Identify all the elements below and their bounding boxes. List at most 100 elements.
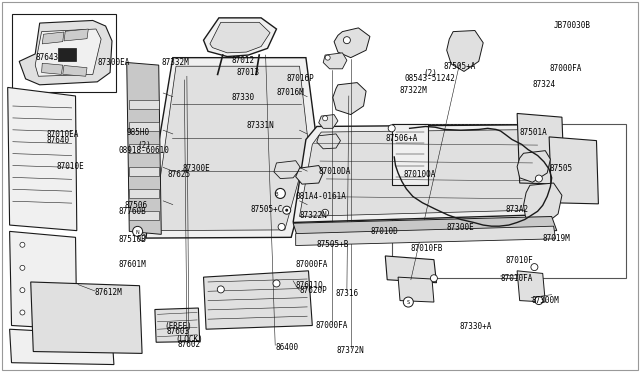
Text: 87300M: 87300M — [531, 296, 559, 305]
Text: 87010F: 87010F — [506, 256, 533, 265]
Polygon shape — [8, 87, 77, 231]
Text: 87506: 87506 — [125, 201, 148, 210]
Polygon shape — [155, 308, 200, 342]
Polygon shape — [10, 329, 114, 365]
Text: (2): (2) — [137, 141, 151, 150]
Text: 87010E: 87010E — [56, 162, 84, 171]
Polygon shape — [129, 122, 159, 131]
Text: 87010FB: 87010FB — [410, 244, 443, 253]
Polygon shape — [317, 134, 340, 149]
Text: 87324: 87324 — [532, 80, 556, 89]
Circle shape — [431, 275, 437, 282]
Polygon shape — [63, 65, 87, 76]
Polygon shape — [129, 100, 159, 109]
Text: 87505+B: 87505+B — [316, 240, 349, 249]
Circle shape — [283, 206, 291, 214]
Text: (FREE): (FREE) — [164, 322, 192, 331]
Text: 87505+A: 87505+A — [444, 62, 476, 71]
Text: 87510B: 87510B — [118, 235, 146, 244]
Circle shape — [344, 37, 350, 44]
Circle shape — [278, 192, 282, 195]
Text: 87322M: 87322M — [400, 86, 428, 94]
Text: 87316: 87316 — [335, 289, 358, 298]
Text: 87330: 87330 — [232, 93, 255, 102]
Circle shape — [536, 175, 542, 182]
Text: 87372N: 87372N — [337, 346, 365, 355]
Polygon shape — [296, 226, 556, 246]
Polygon shape — [334, 28, 370, 58]
Polygon shape — [129, 211, 159, 220]
Text: 87331N: 87331N — [246, 121, 274, 130]
Polygon shape — [58, 48, 76, 61]
Text: 87330+A: 87330+A — [460, 322, 492, 331]
Circle shape — [403, 297, 413, 307]
Polygon shape — [293, 125, 560, 222]
Text: 87300E: 87300E — [182, 164, 210, 173]
Polygon shape — [204, 271, 312, 329]
Text: 87019M: 87019M — [543, 234, 570, 243]
Circle shape — [325, 55, 330, 60]
Polygon shape — [146, 58, 317, 238]
Circle shape — [388, 125, 395, 132]
Text: 87000FA: 87000FA — [295, 260, 328, 269]
Text: 87505: 87505 — [549, 164, 572, 173]
Polygon shape — [524, 183, 562, 226]
Text: (2): (2) — [423, 69, 437, 78]
Polygon shape — [549, 137, 598, 204]
Text: 985H0: 985H0 — [126, 128, 149, 137]
Text: S: S — [407, 300, 410, 305]
Text: 87640: 87640 — [46, 136, 69, 145]
Text: 87601M: 87601M — [118, 260, 146, 269]
Polygon shape — [129, 167, 159, 176]
Circle shape — [20, 288, 25, 293]
Polygon shape — [296, 166, 323, 184]
Text: 08918-60610: 08918-60610 — [118, 146, 170, 155]
Text: 87300E: 87300E — [447, 223, 474, 232]
Circle shape — [20, 310, 25, 315]
Polygon shape — [447, 31, 483, 71]
Text: 86400: 86400 — [275, 343, 298, 352]
Polygon shape — [127, 62, 161, 234]
Text: 87012: 87012 — [232, 56, 255, 65]
Text: 87612M: 87612M — [95, 288, 122, 296]
Text: B: B — [275, 192, 278, 197]
Text: 08543-51242: 08543-51242 — [404, 74, 456, 83]
Circle shape — [20, 265, 25, 270]
Polygon shape — [64, 29, 88, 41]
Polygon shape — [293, 217, 557, 237]
Circle shape — [275, 189, 285, 198]
Polygon shape — [19, 20, 112, 85]
Polygon shape — [204, 18, 276, 57]
Polygon shape — [274, 161, 301, 179]
Circle shape — [273, 280, 280, 287]
Polygon shape — [152, 66, 308, 231]
Circle shape — [285, 209, 288, 212]
Circle shape — [322, 209, 328, 216]
Text: 87016M: 87016M — [276, 88, 304, 97]
Circle shape — [20, 242, 25, 247]
Polygon shape — [392, 124, 428, 185]
Polygon shape — [398, 277, 434, 302]
Circle shape — [132, 227, 143, 236]
Text: (LOCK): (LOCK) — [175, 335, 203, 344]
Polygon shape — [35, 29, 101, 76]
Polygon shape — [300, 129, 552, 217]
Text: 87620P: 87620P — [300, 286, 327, 295]
Text: 87010OA: 87010OA — [403, 170, 436, 179]
Circle shape — [278, 224, 285, 230]
Text: 87611Q: 87611Q — [296, 281, 323, 290]
Text: 87010D: 87010D — [371, 227, 398, 236]
Polygon shape — [10, 231, 77, 329]
Polygon shape — [517, 113, 564, 184]
Polygon shape — [517, 271, 545, 302]
Text: 87300EA: 87300EA — [97, 58, 130, 67]
Circle shape — [218, 286, 224, 293]
Text: 87000FA: 87000FA — [549, 64, 582, 73]
Polygon shape — [42, 63, 63, 74]
Text: 87332M: 87332M — [161, 58, 189, 67]
Text: 87010EA: 87010EA — [46, 130, 79, 139]
Polygon shape — [210, 22, 270, 53]
Circle shape — [531, 264, 538, 270]
Polygon shape — [129, 144, 159, 153]
Text: 87010FA: 87010FA — [500, 274, 533, 283]
